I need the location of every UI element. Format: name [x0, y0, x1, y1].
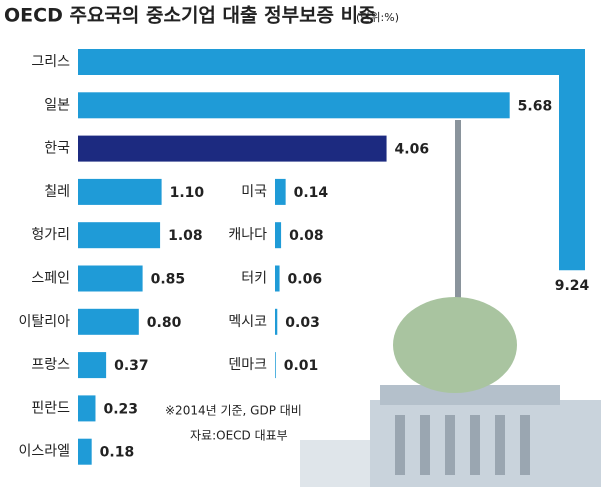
value-label: 1.10: [170, 185, 205, 201]
category-label: 스페인: [31, 271, 70, 287]
value-label: 0.80: [147, 315, 182, 331]
category-label: 캐나다: [228, 227, 267, 243]
bar: [78, 222, 161, 249]
category-label: 미국: [241, 184, 267, 200]
value-label: 0.85: [151, 272, 186, 288]
category-label: 덴마크: [228, 357, 267, 373]
value-label: 1.08: [168, 228, 203, 244]
source: 자료:OECD 대표부: [190, 429, 288, 443]
category-label: 핀란드: [31, 400, 70, 416]
value-label: 0.06: [288, 272, 323, 288]
bar: [78, 135, 387, 162]
bar: [78, 49, 585, 271]
category-label: 그리스: [31, 54, 70, 70]
building-illustration: [300, 120, 601, 487]
category-label: 한국: [44, 141, 70, 157]
bar: [275, 308, 278, 335]
bar: [78, 265, 143, 292]
value-label: 0.18: [100, 445, 135, 461]
value-label: 0.23: [103, 401, 138, 417]
category-label: 일본: [44, 97, 70, 113]
bar: [78, 438, 92, 465]
value-label: 0.03: [285, 315, 320, 331]
value-label: 9.24: [555, 278, 590, 294]
category-label: 이탈리아: [18, 314, 70, 330]
category-label: 칠레: [44, 184, 70, 200]
bar: [275, 352, 276, 379]
bar: [78, 92, 510, 119]
value-label: 0.08: [289, 228, 324, 244]
unit-label: (단위:%): [356, 11, 399, 24]
bar: [78, 178, 162, 205]
category-label: 터키: [241, 271, 267, 287]
bar: [78, 308, 139, 335]
category-label: 멕시코: [228, 314, 267, 330]
category-label: 이스라엘: [18, 444, 70, 460]
category-label: 헝가리: [31, 227, 70, 243]
bar: [78, 395, 96, 422]
value-label: 0.01: [284, 358, 319, 374]
category-label: 프랑스: [31, 357, 70, 373]
chart-title: OECD 주요국의 중소기업 대출 정부보증 비중: [4, 5, 376, 27]
bar: [78, 352, 107, 379]
value-label: 5.68: [518, 98, 553, 114]
value-label: 0.14: [294, 185, 329, 201]
value-label: 4.06: [395, 142, 430, 158]
value-label: 0.37: [114, 358, 149, 374]
bar: [275, 265, 280, 292]
bar: [275, 178, 286, 205]
bar: [275, 222, 282, 249]
note: ※2014년 기준, GDP 대비: [165, 404, 302, 418]
